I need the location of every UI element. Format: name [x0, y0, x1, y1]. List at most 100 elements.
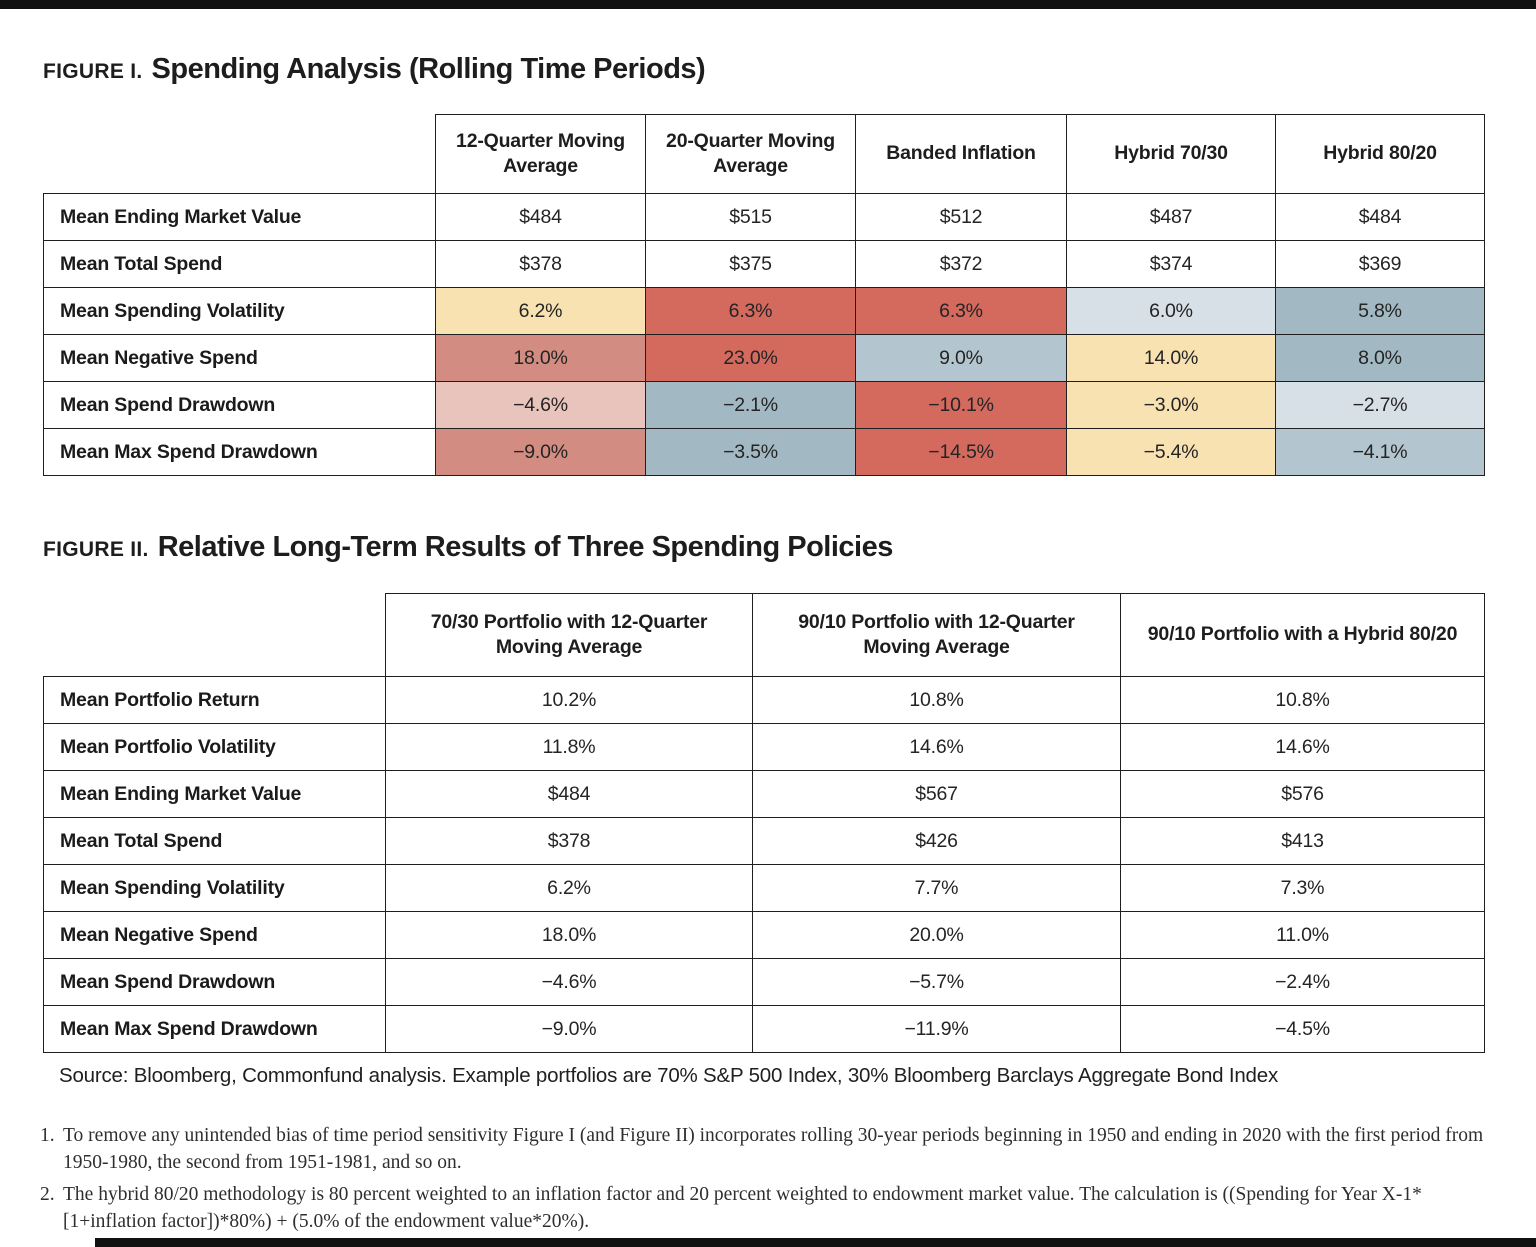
row-label: Mean Negative Spend	[43, 334, 436, 382]
footnote-2-number: 2.	[40, 1184, 55, 1205]
value-cell: 18.0%	[435, 334, 646, 382]
value-cell: $426	[752, 817, 1121, 865]
figure1-col-header-hybrid-8020: Hybrid 80/20	[1275, 114, 1485, 194]
figure1-corner-cell	[43, 114, 436, 194]
value-cell: 18.0%	[385, 911, 753, 959]
value-cell: 14.0%	[1066, 334, 1276, 382]
value-cell: $484	[1275, 193, 1485, 241]
footnote-1-number: 1.	[40, 1125, 55, 1146]
value-cell: $515	[645, 193, 856, 241]
top-edge-bar	[0, 0, 1536, 9]
figure2-label: FIGURE II.	[43, 538, 149, 561]
value-cell: −2.7%	[1275, 381, 1485, 429]
value-cell: 11.0%	[1120, 911, 1485, 959]
table-row: Mean Ending Market Value $484 $515 $512 …	[43, 193, 1485, 241]
value-cell: −5.4%	[1066, 428, 1276, 476]
figure1-col-header-20q: 20-Quarter Moving Average	[645, 114, 856, 194]
value-cell: $372	[855, 240, 1067, 288]
value-cell: 6.0%	[1066, 287, 1276, 335]
value-cell: 10.8%	[752, 676, 1121, 724]
figure2-col-header-9010-12q: 90/10 Portfolio with 12-Quarter Moving A…	[752, 593, 1121, 677]
value-cell: −5.7%	[752, 958, 1121, 1006]
value-cell: 6.3%	[855, 287, 1067, 335]
value-cell: $413	[1120, 817, 1485, 865]
table-row: Mean Spend Drawdown −4.6% −2.1% −10.1% −…	[43, 381, 1485, 429]
table-row: Mean Negative Spend 18.0% 20.0% 11.0%	[43, 911, 1485, 959]
row-label: Mean Spending Volatility	[43, 864, 386, 912]
value-cell: 14.6%	[752, 723, 1121, 771]
figure1-col-header-hybrid-7030: Hybrid 70/30	[1066, 114, 1276, 194]
table-row: Mean Spend Drawdown −4.6% −5.7% −2.4%	[43, 958, 1485, 1006]
figure1-col-header-12q: 12-Quarter Moving Average	[435, 114, 646, 194]
value-cell: −4.5%	[1120, 1005, 1485, 1053]
value-cell: −4.6%	[435, 381, 646, 429]
value-cell: 10.8%	[1120, 676, 1485, 724]
value-cell: −10.1%	[855, 381, 1067, 429]
row-label: Mean Ending Market Value	[43, 193, 436, 241]
value-cell: 23.0%	[645, 334, 856, 382]
table-row: Mean Total Spend $378 $426 $413	[43, 817, 1485, 865]
value-cell: −3.5%	[645, 428, 856, 476]
table-row: Mean Ending Market Value $484 $567 $576	[43, 770, 1485, 818]
bottom-edge-bar	[95, 1238, 1536, 1247]
table-row: Mean Spending Volatility 6.2% 7.7% 7.3%	[43, 864, 1485, 912]
row-label: Mean Negative Spend	[43, 911, 386, 959]
value-cell: 5.8%	[1275, 287, 1485, 335]
value-cell: 14.6%	[1120, 723, 1485, 771]
value-cell: −4.1%	[1275, 428, 1485, 476]
value-cell: 6.2%	[435, 287, 646, 335]
value-cell: 6.3%	[645, 287, 856, 335]
value-cell: $378	[385, 817, 753, 865]
value-cell: −2.1%	[645, 381, 856, 429]
value-cell: $374	[1066, 240, 1276, 288]
table-row: Mean Total Spend $378 $375 $372 $374 $36…	[43, 240, 1485, 288]
value-cell: 7.3%	[1120, 864, 1485, 912]
figure2-title-text: Relative Long-Term Results of Three Spen…	[157, 531, 894, 563]
value-cell: $369	[1275, 240, 1485, 288]
value-cell: $567	[752, 770, 1121, 818]
figure2-corner-cell	[43, 593, 386, 677]
footnote-1-text: To remove any unintended bias of time pe…	[63, 1125, 1484, 1174]
value-cell: −14.5%	[855, 428, 1067, 476]
row-label: Mean Total Spend	[43, 817, 386, 865]
value-cell: 10.2%	[385, 676, 753, 724]
figure2-header-row: 70/30 Portfolio with 12-Quarter Moving A…	[43, 593, 1485, 677]
table-row: Mean Max Spend Drawdown −9.0% −11.9% −4.…	[43, 1005, 1485, 1053]
figure1-col-header-banded-inflation: Banded Inflation	[855, 114, 1067, 194]
table-row: Mean Portfolio Volatility 11.8% 14.6% 14…	[43, 723, 1485, 771]
row-label: Mean Total Spend	[43, 240, 436, 288]
value-cell: $512	[855, 193, 1067, 241]
footnote-2-text: The hybrid 80/20 methodology is 80 perce…	[63, 1184, 1422, 1233]
figure1-header-row: 12-Quarter Moving Average 20-Quarter Mov…	[43, 114, 1485, 194]
figure1-table: 12-Quarter Moving Average 20-Quarter Mov…	[43, 114, 1485, 476]
figure1-title-text: Spending Analysis (Rolling Time Periods)	[151, 53, 706, 85]
table-row: Mean Spending Volatility 6.2% 6.3% 6.3% …	[43, 287, 1485, 335]
row-label: Mean Max Spend Drawdown	[43, 1005, 386, 1053]
value-cell: −11.9%	[752, 1005, 1121, 1053]
value-cell: $484	[435, 193, 646, 241]
value-cell: −9.0%	[435, 428, 646, 476]
row-label: Mean Spending Volatility	[43, 287, 436, 335]
value-cell: −3.0%	[1066, 381, 1276, 429]
table-row: Mean Portfolio Return 10.2% 10.8% 10.8%	[43, 676, 1485, 724]
value-cell: 20.0%	[752, 911, 1121, 959]
row-label: Mean Spend Drawdown	[43, 381, 436, 429]
row-label: Mean Portfolio Return	[43, 676, 386, 724]
figure2-title: FIGURE II. Relative Long-Term Results of…	[43, 531, 893, 564]
table-row: Mean Negative Spend 18.0% 23.0% 9.0% 14.…	[43, 334, 1485, 382]
value-cell: $484	[385, 770, 753, 818]
row-label: Mean Max Spend Drawdown	[43, 428, 436, 476]
figure1-label: FIGURE I.	[43, 60, 143, 83]
figure2-table: 70/30 Portfolio with 12-Quarter Moving A…	[43, 593, 1485, 1053]
value-cell: $378	[435, 240, 646, 288]
value-cell: −9.0%	[385, 1005, 753, 1053]
figure2-col-header-9010-hybrid: 90/10 Portfolio with a Hybrid 80/20	[1120, 593, 1485, 677]
value-cell: −2.4%	[1120, 958, 1485, 1006]
figure1-title: FIGURE I. Spending Analysis (Rolling Tim…	[43, 53, 706, 86]
footnote-1: 1. To remove any unintended bias of time…	[40, 1122, 1515, 1177]
table-row: Mean Max Spend Drawdown −9.0% −3.5% −14.…	[43, 428, 1485, 476]
value-cell: 9.0%	[855, 334, 1067, 382]
value-cell: 11.8%	[385, 723, 753, 771]
row-label: Mean Portfolio Volatility	[43, 723, 386, 771]
footnote-2: 2. The hybrid 80/20 methodology is 80 pe…	[40, 1181, 1515, 1236]
